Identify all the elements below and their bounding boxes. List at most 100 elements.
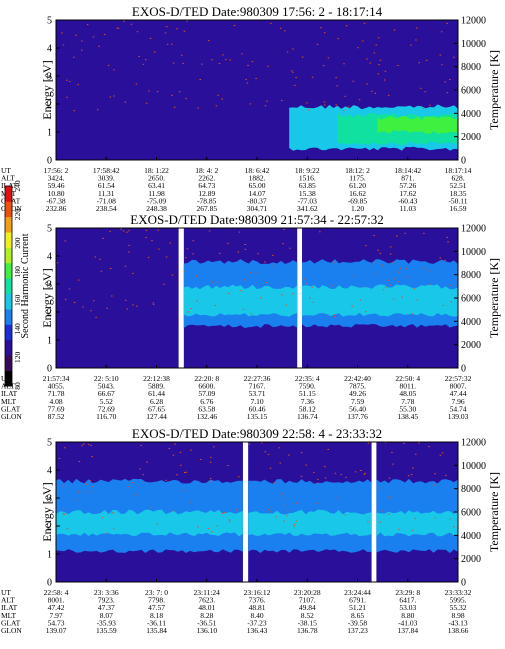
noise-pixel: [147, 256, 150, 258]
orbit-value: 6417.: [399, 596, 416, 605]
noise-pixel: [189, 501, 191, 503]
noise-pixel: [171, 43, 173, 45]
noise-pixel: [447, 241, 449, 243]
noise-pixel: [267, 509, 270, 511]
orbit-value: 18:12: 2: [345, 166, 370, 175]
noise-pixel: [352, 275, 355, 277]
noise-pixel: [291, 293, 294, 295]
noise-pixel: [327, 57, 330, 59]
noise-pixel: [163, 283, 165, 285]
orbit-value: 137.76: [347, 412, 368, 421]
noise-pixel: [411, 529, 414, 531]
noise-pixel: [352, 80, 354, 82]
panel-title: EXOS-D/TED Date:980309 17:56: 2 - 18:17:…: [132, 4, 383, 19]
colorbar-swatch: [5, 201, 12, 218]
orbit-value: 22:27:36: [244, 374, 271, 383]
orbit-value: 16.59: [450, 204, 467, 213]
noise-pixel: [145, 102, 148, 104]
noise-pixel: [439, 54, 442, 56]
noise-pixel: [172, 62, 175, 64]
noise-pixel: [410, 474, 413, 476]
noise-pixel: [257, 253, 259, 255]
orbit-value: 5043.: [98, 382, 115, 391]
y2-tick-label: 10000: [461, 461, 486, 472]
noise-pixel: [178, 91, 181, 93]
noise-pixel: [429, 104, 431, 106]
noise-pixel: [153, 51, 156, 53]
noise-pixel: [136, 305, 138, 307]
noise-pixel: [365, 311, 367, 313]
noise-pixel: [199, 459, 202, 460]
orbit-value: 18: 1:22: [144, 166, 169, 175]
noise-pixel: [390, 496, 392, 498]
colorbar-tick-label: 160: [13, 294, 22, 306]
noise-pixel: [450, 301, 452, 303]
orbit-value: 7.78: [401, 397, 414, 406]
noise-pixel: [93, 300, 95, 302]
orbit-value: 14.07: [249, 189, 266, 198]
orbit-value: 5889.: [148, 382, 165, 391]
noise-pixel: [272, 265, 274, 267]
noise-pixel: [238, 476, 240, 478]
noise-pixel: [228, 519, 231, 521]
noise-pixel: [142, 63, 145, 65]
orbit-value: -36.11: [147, 618, 166, 627]
orbit-value: 64.73: [198, 181, 215, 190]
noise-pixel: [418, 442, 420, 444]
noise-pixel: [428, 446, 430, 448]
orbit-value: 138.45: [397, 412, 418, 421]
noise-pixel: [363, 473, 366, 475]
noise-pixel: [278, 447, 280, 449]
noise-pixel: [334, 314, 336, 315]
noise-pixel: [78, 491, 80, 493]
orbit-value: 77.69: [48, 404, 65, 413]
orbit-row-label: UT: [1, 588, 11, 597]
noise-pixel: [61, 32, 63, 34]
noise-pixel: [444, 259, 446, 261]
noise-pixel: [372, 273, 375, 275]
noise-pixel: [91, 456, 93, 458]
orbit-value: 7.36: [301, 397, 314, 406]
noise-pixel: [286, 510, 289, 512]
intensity-band: [302, 284, 458, 317]
y2-axis-label: Temperature [K]: [487, 472, 501, 552]
orbit-value: 8.80: [401, 611, 414, 620]
y-tick-label: 1: [47, 550, 52, 561]
orbit-value: 47.42: [48, 603, 65, 612]
noise-pixel: [81, 40, 83, 42]
noise-pixel: [429, 270, 431, 272]
noise-pixel: [305, 464, 307, 466]
noise-pixel: [334, 472, 337, 474]
orbit-value: -67.38: [46, 196, 66, 205]
noise-pixel: [369, 62, 371, 64]
noise-pixel: [117, 27, 120, 29]
noise-pixel: [190, 449, 192, 451]
noise-pixel: [327, 449, 329, 450]
orbit-value: 8001.: [48, 596, 65, 605]
noise-pixel: [214, 304, 216, 306]
orbit-value: 23: 7: 0: [145, 588, 168, 597]
noise-pixel: [347, 106, 350, 108]
noise-pixel: [186, 248, 189, 250]
noise-pixel: [210, 456, 212, 458]
noise-pixel: [246, 82, 249, 84]
noise-pixel: [439, 257, 441, 259]
noise-pixel: [75, 34, 77, 36]
noise-pixel: [311, 286, 313, 288]
noise-pixel: [284, 30, 286, 32]
noise-pixel: [333, 261, 335, 263]
y-tick-label: 2: [47, 100, 52, 111]
data-segment: [183, 228, 298, 368]
orbit-value: -78.85: [197, 196, 217, 205]
noise-pixel: [146, 461, 148, 463]
noise-pixel: [323, 101, 326, 103]
orbit-row-label: ALT: [1, 174, 15, 183]
noise-pixel: [158, 248, 160, 250]
noise-pixel: [293, 523, 296, 525]
noise-pixel: [90, 444, 92, 446]
y2-tick-label: 4000: [461, 531, 481, 542]
noise-pixel: [373, 262, 375, 264]
data-segment: [56, 20, 458, 160]
noise-pixel: [337, 38, 339, 40]
noise-pixel: [320, 27, 322, 29]
